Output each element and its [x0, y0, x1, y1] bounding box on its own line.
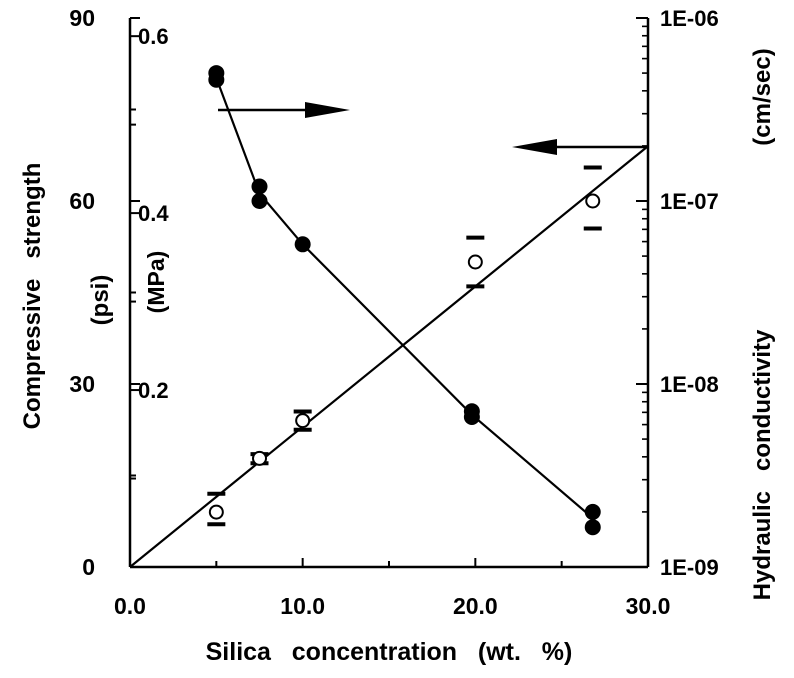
- x-tick-label: 30.0: [626, 593, 671, 619]
- conductivity-points: [208, 65, 601, 536]
- y-left-tick-label: 0: [82, 554, 95, 580]
- y-mpa-tick-label: 0.4: [138, 201, 169, 226]
- conductivity-point: [584, 519, 601, 536]
- axis-ticks: 0.0 10.0 20.0 30.0 0 30 60 90 0.2 0.4 0.6 1E-09 1E-0…: [69, 5, 718, 619]
- conductivity-point: [463, 409, 480, 426]
- y-left-axis-title: Compressive strength: [19, 163, 46, 430]
- fit-line-segment: [129, 145, 649, 568]
- x-axis-title: Silica concentration (wt. %): [206, 638, 573, 666]
- y-right-axis-unit: (cm/sec): [749, 48, 776, 145]
- y-mpa-axis-unit: (MPa): [143, 251, 169, 314]
- plot-frame: [128, 18, 650, 569]
- arrow-right-head: [305, 102, 350, 118]
- conductivity-point: [208, 71, 225, 88]
- y-left-tick-label: 30: [69, 371, 95, 397]
- y-right-tick-label: 1E-08: [660, 372, 719, 397]
- arrow-left-head: [512, 139, 557, 155]
- y-right-tick-label: 1E-07: [660, 189, 719, 214]
- strength-points: [208, 193, 601, 520]
- y-right-axis-title: Hydraulic conductivity: [749, 329, 776, 600]
- x-tick-label: 0.0: [114, 593, 146, 619]
- strength-point: [467, 254, 483, 270]
- conductivity-point: [251, 193, 268, 209]
- strength-point: [208, 504, 224, 520]
- x-tick-label: 10.0: [280, 593, 325, 619]
- strength-point: [252, 450, 267, 466]
- conductivity-point: [251, 178, 268, 195]
- annotation-arrows: [218, 102, 648, 155]
- y-left-tick-label: 60: [69, 188, 95, 214]
- x-tick-label: 20.0: [453, 593, 498, 619]
- conductivity-point: [294, 236, 311, 253]
- y-mpa-tick-label: 0.2: [138, 378, 169, 403]
- conductivity-point: [584, 503, 601, 520]
- y-right-tick-label: 1E-09: [660, 555, 719, 580]
- y-right-tick-label: 1E-06: [660, 6, 719, 31]
- strength-point: [295, 413, 311, 429]
- strength-point: [585, 193, 601, 209]
- y-left-tick-label: 90: [69, 5, 95, 31]
- y-left-axis-unit: (psi): [87, 275, 114, 326]
- y-mpa-tick-label: 0.6: [138, 24, 169, 49]
- linear-fit-line: [129, 145, 649, 568]
